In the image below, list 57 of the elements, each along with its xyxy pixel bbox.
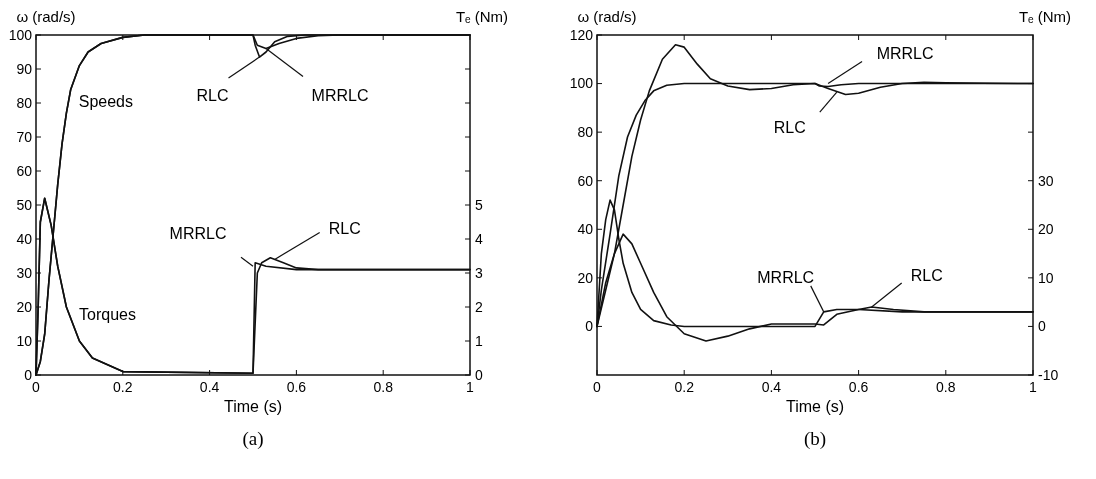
y2-tick-label: -10 [1038,366,1059,383]
y-tick-label: 30 [16,264,33,281]
annotation: RLC [910,266,943,284]
x-axis-title: Time (s) [785,398,845,415]
x-tick-label: 1 [1029,379,1038,395]
y2-tick-label: 4 [475,230,483,247]
annotation: MRRLC [757,269,815,287]
y2-axis-title: Tₑ (Nm) [455,8,509,25]
x-axis-title: Time (s) [223,398,283,415]
text: (b) [803,428,827,450]
annotation: RLC [196,86,229,104]
y2-tick-label: 2 [475,298,483,315]
annotation: Speeds [78,93,133,110]
x-tick-label: 1 [466,379,475,395]
y2-tick-label: 20 [1038,221,1054,238]
y2-tick-label: 1 [475,332,483,349]
y-tick-label: 20 [577,269,594,286]
y-tick-label: 0 [24,366,33,383]
y-tick-label: 90 [16,60,33,77]
y2-tick-label: 30 [1038,172,1054,189]
annotation: MRRLC [876,45,934,63]
y2-tick-label: 3 [475,264,483,281]
x-tick-label: 0.2 [674,379,695,395]
y-tick-label: 60 [16,162,33,179]
y-tick-label: 60 [577,172,594,189]
y-tick-label: 20 [16,298,33,315]
y-tick-label: 10 [16,332,33,349]
annotation: RLC [773,118,806,136]
x-tick-label: 0.8 [936,379,956,395]
annotation: RLC [328,220,361,237]
y-tick-label: 100 [8,26,33,43]
y2-axis-title: Tₑ (Nm) [1018,8,1072,25]
y-tick-label: 50 [16,196,33,213]
y2-tick-label: 0 [1038,318,1046,335]
x-tick-label: 0.6 [848,379,869,395]
y2-tick-label: 10 [1038,269,1054,286]
annotation: MRRLC [169,224,227,242]
x-tick-label: 0.4 [761,379,782,395]
y-tick-label: 120 [569,26,594,43]
annotation: MRRLC [311,87,369,105]
y-tick-label: 100 [569,75,594,92]
x-tick-label: 0.6 [286,379,307,395]
y-axis-title: ω (rad/s) [577,8,637,25]
y-tick-label: 80 [577,124,594,141]
text: (a) [242,428,264,450]
y-tick-label: 80 [16,94,33,111]
y-axis-title: ω (rad/s) [16,8,76,25]
y-tick-label: 70 [16,128,33,145]
x-tick-label: 0.4 [199,379,220,395]
y-tick-label: 40 [577,221,594,238]
y-tick-label: 0 [585,318,594,335]
y2-tick-label: 5 [475,196,483,213]
y2-tick-label: 0 [475,366,483,383]
x-tick-label: 0.2 [113,379,133,395]
annotation: Torques [79,306,136,324]
y-tick-label: 40 [16,230,33,247]
x-tick-label: 0.8 [373,379,394,395]
